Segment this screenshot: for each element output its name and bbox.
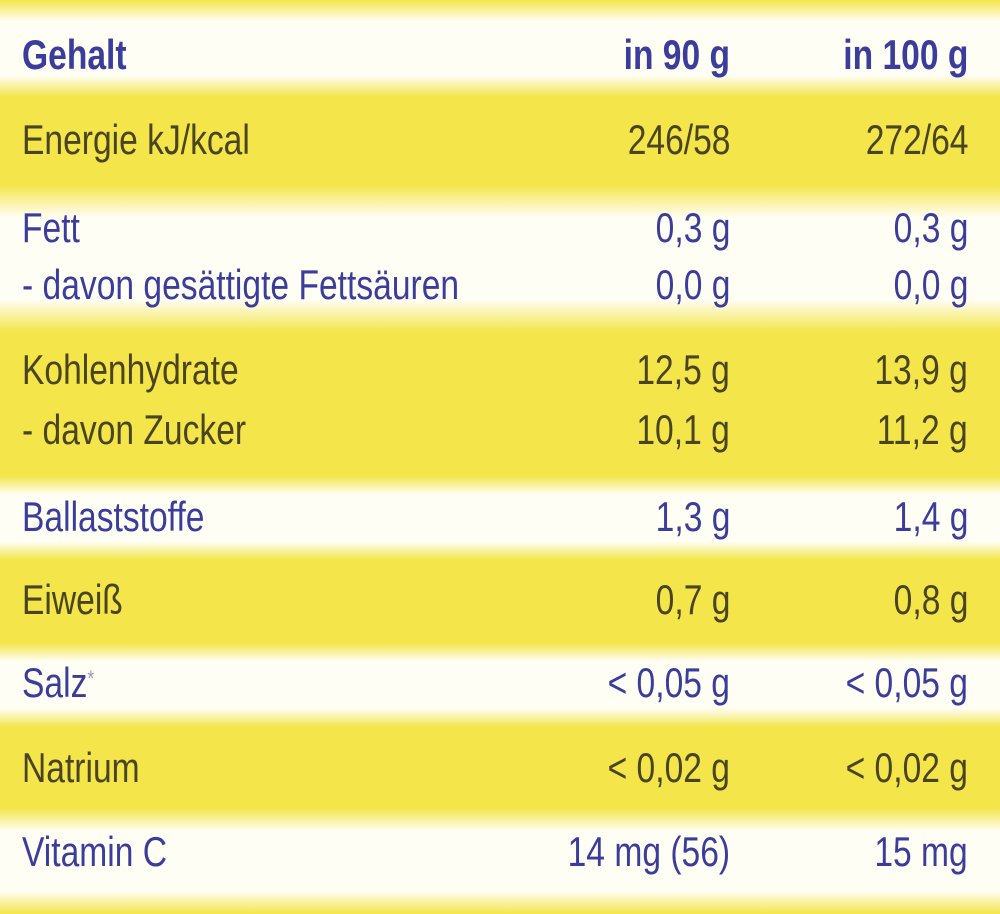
nutrient-label: Kohlenhydrate [22, 346, 239, 393]
value-100g: 15 mg [874, 828, 968, 875]
value-100g: 13,9 g [874, 346, 968, 393]
nutrient-label: Natrium [22, 744, 140, 791]
nutrient-label: - davon gesättigte Fettsäuren [22, 261, 460, 308]
nutrient-label: Energie kJ/kcal [22, 116, 250, 163]
header-cell: in 100 g [842, 31, 968, 78]
value-90g: 0,7 g [655, 576, 730, 623]
value-100g: 272/64 [865, 116, 968, 163]
value-100g: 0,3 g [893, 204, 968, 251]
nutrient-label: - davon Zucker [22, 406, 247, 453]
value-90g: 1,3 g [655, 493, 730, 540]
row-band [0, 185, 1000, 332]
value-100g: 0,0 g [893, 261, 968, 308]
nutrient-label: Eiweiß [22, 576, 123, 623]
value-100g: 0,8 g [893, 576, 968, 623]
footnote-mark: * [87, 666, 95, 691]
row-band [0, 476, 1000, 560]
header-cell: Gehalt [22, 31, 127, 78]
value-100g: 1,4 g [893, 493, 968, 540]
value-90g: 246/58 [627, 116, 730, 163]
value-90g: 0,0 g [655, 261, 730, 308]
row-band [0, 560, 1000, 643]
value-90g: 0,3 g [655, 204, 730, 251]
nutrient-label: Fett [22, 204, 80, 251]
header-cell: in 90 g [623, 31, 730, 78]
row-band [0, 0, 1000, 97]
value-100g: < 0,02 g [845, 744, 968, 791]
nutrient-label: Salz* [22, 659, 95, 706]
value-100g: < 0,05 g [845, 659, 968, 706]
value-90g: < 0,05 g [607, 659, 730, 706]
nutrient-label: Ballaststoffe [22, 493, 205, 540]
value-100g: 11,2 g [877, 406, 968, 453]
value-90g: < 0,02 g [607, 744, 730, 791]
row-band [0, 808, 1000, 914]
value-90g: 14 mg (56) [567, 828, 730, 875]
row-band [0, 643, 1000, 727]
value-90g: 12,5 g [636, 346, 730, 393]
nutrient-label: Vitamin C [22, 828, 168, 875]
value-90g: 10,1 g [636, 406, 730, 453]
